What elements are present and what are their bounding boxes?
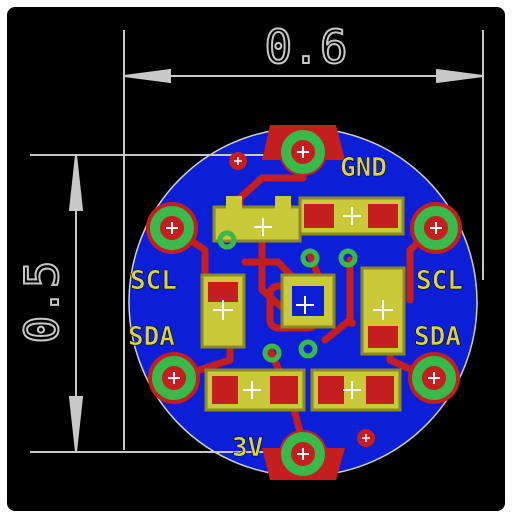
- dim-height-arrow-top: [68, 154, 84, 211]
- origin-c3: [343, 381, 361, 399]
- origin-u1: [254, 218, 272, 236]
- component-c3-pad-right: [366, 376, 394, 404]
- pad-gnd: [262, 125, 345, 176]
- component-u1-pad-b: [275, 196, 291, 214]
- dimension-height-label: 0.5: [15, 260, 69, 343]
- dim-height-arrow-bottom: [68, 396, 84, 453]
- vias: [217, 152, 375, 447]
- origin-r1: [213, 300, 233, 320]
- origin-c2: [243, 381, 261, 399]
- dim-width-arrow-right: [436, 68, 484, 84]
- component-c2-pad-left: [212, 376, 238, 404]
- via-2: [300, 248, 320, 268]
- pad-sda-right: [408, 352, 460, 404]
- component-u1-pad-a: [226, 196, 242, 214]
- origin-sensor: [296, 296, 314, 314]
- origin-markers: [213, 207, 393, 399]
- label-gnd: GND: [340, 153, 387, 183]
- origin-c1: [343, 207, 361, 225]
- pad-scl-right: [410, 202, 462, 254]
- silkscreen-labels: GND SCL SCL SDA SDA 3V: [128, 153, 464, 464]
- component-c1-pad-left: [304, 204, 334, 228]
- label-sda-left: SDA: [128, 322, 175, 352]
- label-sda-right: SDA: [414, 322, 461, 352]
- component-r1-pad-top: [208, 282, 238, 302]
- dimension-lines: [30, 30, 484, 453]
- via-3: [338, 248, 358, 268]
- via-1: [217, 230, 237, 250]
- label-3v: 3V: [232, 433, 263, 463]
- component-c1-pad-right: [368, 204, 398, 228]
- component-c3-pad-left: [318, 376, 344, 404]
- via-4: [298, 339, 318, 359]
- pad-scl-left: [146, 202, 198, 254]
- through-hole-pads: [146, 125, 462, 480]
- via-5: [262, 343, 282, 363]
- component-r2-pad-bottom: [368, 326, 398, 348]
- origin-r2: [373, 300, 393, 320]
- component-c2-pad-right: [270, 376, 298, 404]
- via-6: [348, 319, 356, 327]
- dimension-width-label: 0.6: [264, 20, 347, 74]
- label-scl-left: SCL: [130, 266, 177, 296]
- dim-width-arrow-left: [123, 68, 171, 84]
- pad-sda-left: [148, 352, 200, 404]
- components: [200, 196, 406, 412]
- component-sensor-ic-body: [292, 286, 324, 316]
- pad-3v: [262, 430, 345, 480]
- label-scl-right: SCL: [416, 266, 463, 296]
- trace-center-a: [258, 232, 289, 314]
